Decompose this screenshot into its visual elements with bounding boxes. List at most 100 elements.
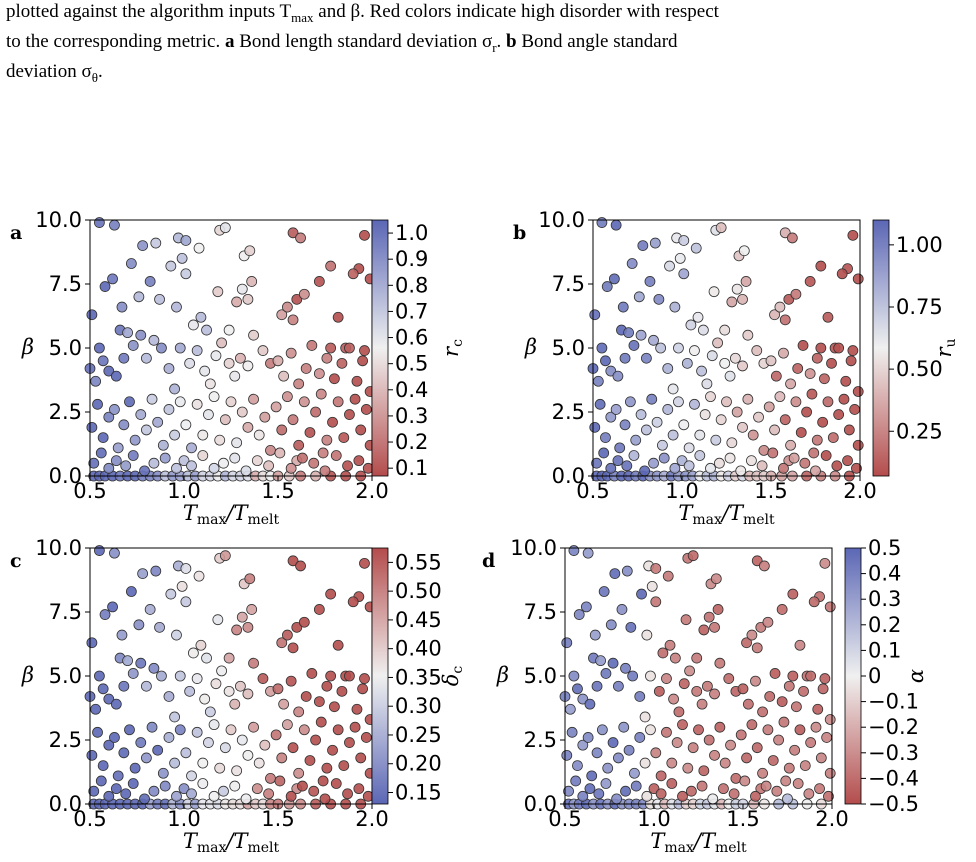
scatter-point <box>201 324 212 336</box>
scatter-point <box>626 258 638 269</box>
scatter-point <box>591 680 603 692</box>
scatter-point <box>636 588 647 600</box>
colorbar-tick-label: 1.00 <box>896 233 943 257</box>
scatter-point <box>730 773 742 784</box>
scatter-point <box>817 683 829 695</box>
scatter-point <box>811 352 823 364</box>
scatter-point <box>118 747 130 759</box>
scatter-point <box>646 581 658 592</box>
colorbar-label: δc <box>439 666 466 687</box>
scatter-point <box>109 219 120 231</box>
scatter-point <box>137 240 149 252</box>
scatter-point <box>278 698 290 710</box>
scatter-point <box>691 685 703 697</box>
scatter-point <box>790 288 802 300</box>
scatter-point <box>677 790 688 802</box>
scatter-point <box>154 621 165 633</box>
scatter-point <box>129 434 141 446</box>
x-tick-label: 1.5 <box>726 807 759 831</box>
scatter-point <box>797 340 809 351</box>
scatter-point <box>265 773 276 784</box>
scatter-point <box>257 673 269 684</box>
scatter-point <box>236 406 248 418</box>
scatter-point <box>146 721 158 733</box>
scatter-point <box>572 760 583 771</box>
y-tick-label: 0.0 <box>552 464 585 488</box>
scatter-point <box>359 229 370 241</box>
y-tick-label: 2.5 <box>524 728 557 752</box>
x-tick-label: 2.0 <box>815 807 848 831</box>
y-axis-label: β <box>524 335 537 359</box>
colorbar-tick-label: 0.7 <box>395 299 428 323</box>
scatter-point <box>88 457 100 469</box>
scatter-point <box>231 296 243 308</box>
scatter-point <box>753 411 764 423</box>
colorbar-tick-label: 0.4 <box>868 562 901 586</box>
scatter-point <box>163 404 175 415</box>
scatter-point <box>295 560 306 572</box>
scatter-point <box>696 365 707 377</box>
figure-caption: plotted against the algorithm inputs Tma… <box>6 0 970 89</box>
scatter-point <box>586 770 598 782</box>
scatter-point <box>674 252 686 264</box>
scatter-point <box>812 703 824 715</box>
colorbar-tick-label: 0.25 <box>896 419 943 443</box>
scatter-point <box>564 703 576 715</box>
scatter-point <box>605 462 617 474</box>
scatter-point <box>760 780 772 792</box>
scatter-point <box>94 217 105 228</box>
scatter-point <box>740 276 752 287</box>
scatter-point <box>607 737 619 748</box>
scatter-point <box>815 752 827 764</box>
scatter-point <box>621 565 633 577</box>
scatter-point <box>140 752 152 764</box>
scatter-point <box>129 762 141 774</box>
scatter-point <box>306 340 318 351</box>
scatter-point <box>593 788 605 800</box>
scatter-point <box>769 309 780 321</box>
scatter-point <box>661 673 672 684</box>
scatter-point <box>199 693 211 705</box>
scatter-point <box>135 409 147 420</box>
scatter-point <box>589 309 601 321</box>
scatter-point <box>845 355 857 367</box>
scatter-point <box>815 342 827 354</box>
scatter-point <box>144 604 156 615</box>
scatter-point <box>639 711 651 723</box>
scatter-point <box>332 396 344 408</box>
scatter-point <box>94 545 105 556</box>
y-tick-label: 5.0 <box>552 336 585 360</box>
scatter-point <box>225 724 237 736</box>
scatter-point <box>97 355 109 367</box>
scatter-point <box>764 691 776 702</box>
scatter-point <box>103 739 115 751</box>
scatter-point <box>600 668 612 679</box>
scatter-point <box>613 752 624 764</box>
scatter-point <box>667 383 679 395</box>
scatter-point <box>317 447 329 459</box>
scatter-point <box>838 393 850 405</box>
scatter-point <box>291 293 303 305</box>
scatter-point <box>819 373 830 385</box>
scatter-point <box>191 345 203 356</box>
scatter-point <box>332 639 344 651</box>
scatter-point <box>223 685 235 697</box>
scatter-point <box>738 245 750 257</box>
scatter-point <box>204 706 216 718</box>
scatter-point <box>773 734 784 746</box>
scatter-point <box>791 701 802 713</box>
scatter-point <box>191 726 203 738</box>
scatter-point <box>313 368 325 380</box>
scatter-point <box>272 355 284 367</box>
scatter-point <box>582 732 594 743</box>
scatter-point <box>610 404 622 415</box>
scatter-point <box>705 391 716 403</box>
scatter-point <box>120 788 132 800</box>
scatter-point <box>620 785 631 797</box>
scatter-point <box>310 734 322 746</box>
scatter-point <box>276 309 288 321</box>
scatter-point <box>159 780 171 792</box>
y-tick-label: 5.0 <box>49 664 82 688</box>
x-tick-label: 2.0 <box>355 479 388 503</box>
colorbar-label: rc <box>439 339 466 357</box>
